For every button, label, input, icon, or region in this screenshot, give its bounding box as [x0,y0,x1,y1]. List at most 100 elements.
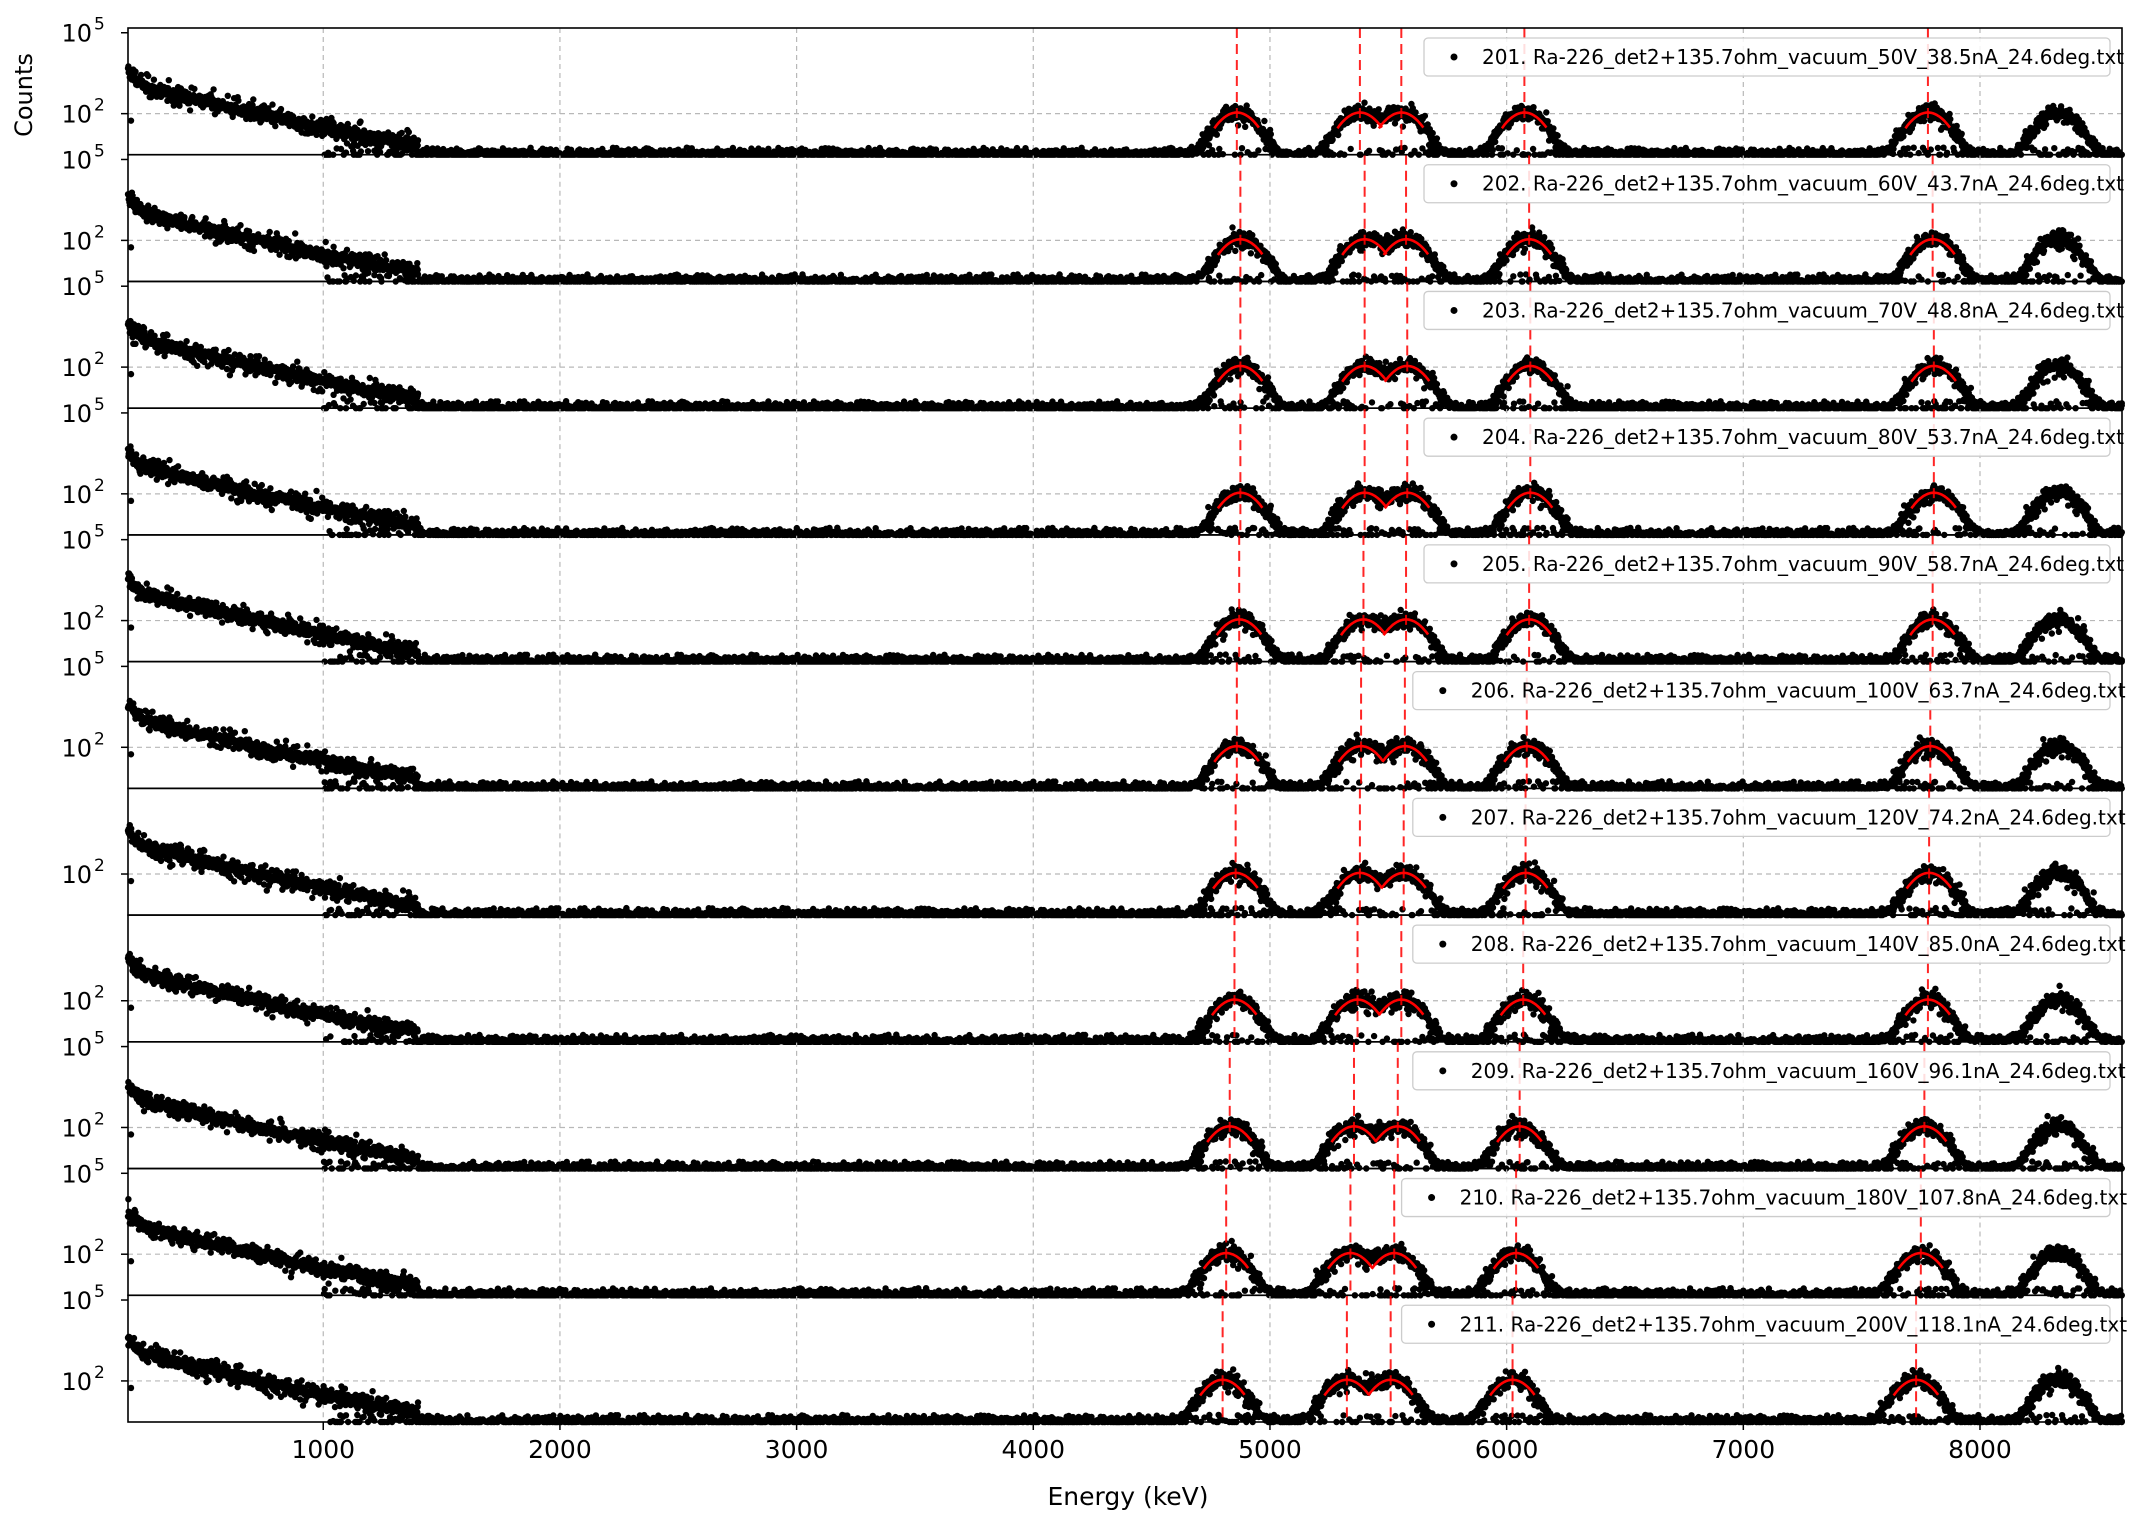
legend-marker [1439,940,1447,948]
y-tick-exponent: 5 [94,648,105,668]
y-tick-exponent: 2 [94,1109,105,1129]
y-tick-exponent: 2 [94,983,105,1003]
spectrum-points [124,697,2125,792]
data-point [127,1131,135,1138]
y-tick-label: 10 [61,608,92,636]
y-tick-label: 10 [61,988,92,1016]
y-tick-label: 10 [61,1034,92,1062]
y-tick-exponent: 2 [94,856,105,876]
legend: 210. Ra-226_det2+135.7ohm_vacuum_180V_10… [1400,1177,2127,1218]
y-tick-label: 10 [61,861,92,889]
y-tick-exponent: 5 [94,268,105,288]
data-point [127,1258,135,1265]
data-point [127,1004,135,1011]
y-tick-exponent: 2 [94,96,105,116]
legend: 205. Ra-226_det2+135.7ohm_vacuum_90V_58.… [1423,544,2124,584]
y-tick-exponent: 2 [94,476,105,496]
legend-marker [1428,1320,1436,1328]
y-tick-exponent: 5 [94,395,105,415]
spectrum-points [124,950,2125,1046]
legend-box [1423,164,2111,204]
legend-box [1400,1304,2111,1344]
legend-box [1423,417,2111,457]
y-tick-label: 10 [61,1368,92,1396]
legend-label: 202. Ra-226_det2+135.7ohm_vacuum_60V_43.… [1482,172,2124,196]
y-tick-label: 10 [61,20,92,48]
legend: 211. Ra-226_det2+135.7ohm_vacuum_200V_11… [1400,1304,2128,1344]
spectrum-points [124,443,2125,539]
x-axis-label: Energy (keV) [1047,1482,1208,1511]
legend-marker [1428,1194,1436,1202]
y-tick-label: 10 [61,653,92,681]
legend-marker [1450,306,1458,314]
legend-label: 208. Ra-226_det2+135.7ohm_vacuum_140V_85… [1471,932,2126,956]
panel-frame [127,1294,2123,1423]
legend-box [1423,290,2111,331]
y-tick-exponent: 2 [94,603,105,623]
y-tick-exponent: 2 [94,1363,105,1383]
y-tick-label: 10 [61,1287,92,1315]
x-axis: 1000 2000 3000 4000 5000 6000 7000 8000 [291,1422,2012,1464]
data-point [127,117,135,124]
legend-label: 203. Ra-226_det2+135.7ohm_vacuum_70V_48.… [1482,298,2124,322]
y-tick-label: 10 [61,1160,92,1188]
legend-label: 207. Ra-226_det2+135.7ohm_vacuum_120V_74… [1471,805,2126,829]
data-point [127,751,135,758]
x-tick-label: 4000 [1001,1435,1065,1464]
legend: 202. Ra-226_det2+135.7ohm_vacuum_60V_43.… [1423,164,2124,204]
legend: 204. Ra-226_det2+135.7ohm_vacuum_80V_53.… [1423,417,2124,457]
legend-box [1423,544,2111,584]
y-tick-label: 10 [61,1114,92,1142]
spectrum-points [124,317,2125,412]
x-tick-label: 7000 [1712,1435,1776,1464]
legend-marker [1450,433,1458,441]
x-tick-label: 1000 [291,1435,355,1464]
legend-marker [1439,687,1447,695]
spectrum-points [124,63,2125,158]
y-tick-label: 10 [61,146,92,174]
y-tick-exponent: 5 [94,1029,105,1049]
legend-box [1412,670,2111,711]
data-point [127,244,135,251]
x-tick-label: 5000 [1238,1435,1302,1464]
x-tick-label: 2000 [528,1435,592,1464]
y-axis-label: Counts [10,53,38,137]
legend-label: 205. Ra-226_det2+135.7ohm_vacuum_90V_58.… [1482,552,2124,576]
spectrum-panel: 10 2 208. Ra-226_det2+135.7ohm_vacuum_140V… [61,914,2126,1046]
legend: 201. Ra-226_det2+135.7ohm_vacuum_50V_38.… [1423,37,2124,77]
legend-label: 201. Ra-226_det2+135.7ohm_vacuum_50V_38.… [1482,45,2124,69]
legend-label: 211. Ra-226_det2+135.7ohm_vacuum_200V_11… [1460,1312,2128,1336]
x-tick-label: 3000 [765,1435,829,1464]
legend: 206. Ra-226_det2+135.7ohm_vacuum_100V_63… [1412,670,2126,711]
y-tick-exponent: 2 [94,349,105,369]
y-tick-exponent: 2 [94,729,105,749]
y-tick-exponent: 5 [94,522,105,542]
y-tick-exponent: 2 [94,222,105,242]
data-point [127,877,135,885]
legend-box [1423,37,2111,77]
spectrum-panel: 10 2 207. Ra-226_det2+135.7ohm_vacuum_120V… [61,787,2126,919]
legend-marker [1439,813,1447,821]
legend-box [1412,924,2111,964]
y-tick-label: 10 [61,734,92,762]
y-tick-label: 10 [61,481,92,509]
y-tick-label: 10 [61,354,92,382]
data-point [127,624,135,631]
legend-label: 206. Ra-226_det2+135.7ohm_vacuum_100V_63… [1471,679,2126,703]
legend-marker [1450,560,1458,568]
y-tick-exponent: 5 [94,1282,105,1302]
legend-box [1412,797,2111,838]
y-tick-exponent: 2 [94,1236,105,1256]
legend: 208. Ra-226_det2+135.7ohm_vacuum_140V_85… [1412,924,2126,964]
legend: 209. Ra-226_det2+135.7ohm_vacuum_160V_96… [1412,1051,2126,1091]
legend-marker [1450,53,1458,61]
data-point [127,1384,135,1392]
spectrum-points [124,1195,2125,1299]
